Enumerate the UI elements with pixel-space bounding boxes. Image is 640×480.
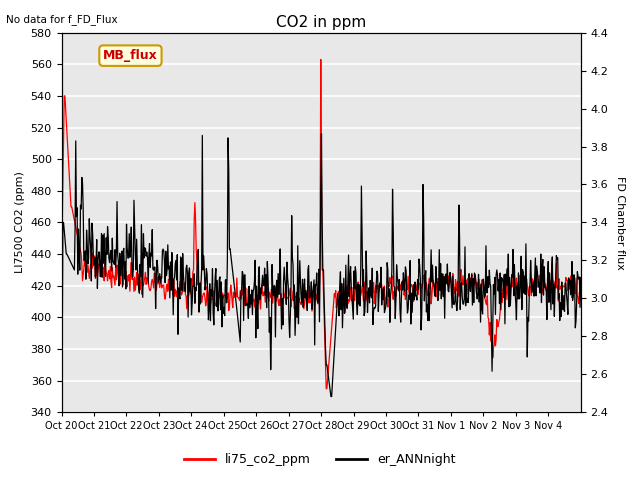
Text: No data for f_FD_Flux: No data for f_FD_Flux [6, 14, 118, 25]
Y-axis label: FD Chamber flux: FD Chamber flux [615, 176, 625, 269]
Text: MB_flux: MB_flux [103, 49, 158, 62]
Y-axis label: LI7500 CO2 (ppm): LI7500 CO2 (ppm) [15, 171, 25, 274]
Legend: li75_co2_ppm, er_ANNnight: li75_co2_ppm, er_ANNnight [179, 448, 461, 471]
Title: CO2 in ppm: CO2 in ppm [276, 15, 366, 30]
